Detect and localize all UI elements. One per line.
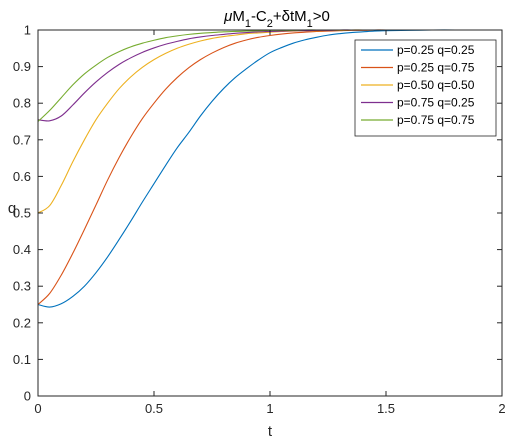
plot-frame xyxy=(37,29,503,397)
series-line-1 xyxy=(37,29,502,308)
chart-title: μM1-C2+δtM1>0 xyxy=(223,8,330,30)
y-tick-label: 1 xyxy=(24,23,31,38)
legend-entries: p=0.25 q=0.25 p=0.25 q=0.75 p=0.50 q=0.50 p… xyxy=(361,43,475,127)
title-sub3: 1 xyxy=(307,18,313,30)
title-sub1: 1 xyxy=(245,18,251,30)
title-tail: >0 xyxy=(313,8,330,25)
legend-label-4: p=0.75 q=0.25 xyxy=(397,96,475,110)
y-tick-label: 0.6 xyxy=(13,169,31,184)
x-tick-label: 2 xyxy=(498,401,505,416)
y-tick-label: 0.4 xyxy=(13,242,31,257)
title-tm: tM xyxy=(290,8,307,25)
title-mu: μ xyxy=(223,8,232,25)
y-tick-label: 0.5 xyxy=(13,206,31,221)
legend-label-5: p=0.75 q=0.75 xyxy=(397,113,475,127)
y-tick-label: 0.1 xyxy=(13,352,31,367)
legend-label-3: p=0.50 q=0.50 xyxy=(397,78,475,92)
title-plus-delta: +δ xyxy=(273,8,290,25)
y-tick-label: 0.9 xyxy=(13,59,31,74)
legend-label-2: p=0.25 q=0.75 xyxy=(397,61,475,75)
y-tick-label: 0.3 xyxy=(13,279,31,294)
legend: p=0.25 q=0.25 p=0.25 q=0.75 p=0.50 q=0.50 p… xyxy=(354,39,497,137)
y-tick-label: 0.8 xyxy=(13,96,31,111)
y-tick-label: 0.7 xyxy=(13,132,31,147)
tick-layer: 0 0.5 1 1.5 2 0 0.1 0.2 0.3 0.4 0.5 0.6 0.7 0.8 0.9 1 xyxy=(13,23,506,417)
title-sub2: 2 xyxy=(267,18,273,30)
title-m1: M xyxy=(232,8,245,25)
x-tick-label: 1.5 xyxy=(377,401,395,416)
x-tick-label: 0.5 xyxy=(145,401,163,416)
legend-label-1: p=0.25 q=0.25 xyxy=(397,43,475,57)
y-tick-label: 0 xyxy=(24,389,31,404)
y-axis-label: q xyxy=(8,200,16,217)
y-tick-label: 0.2 xyxy=(13,315,31,330)
x-tick-label: 1 xyxy=(266,401,273,416)
title-minus-c: -C xyxy=(251,8,267,25)
x-axis-label: t xyxy=(268,423,273,440)
x-tick-label: 0 xyxy=(34,401,41,416)
